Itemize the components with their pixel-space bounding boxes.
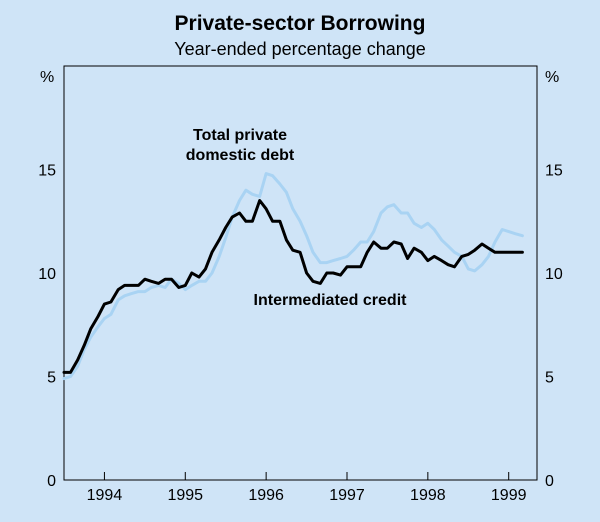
y-tick-label-right: 15	[545, 163, 563, 180]
annotation-intermediated-credit: Intermediated credit	[254, 292, 408, 309]
x-tick-label: 1997	[329, 487, 365, 504]
y-unit-left: %	[40, 69, 54, 86]
x-tick-label: 1995	[167, 487, 203, 504]
chart-subtitle: Year-ended percentage change	[174, 39, 426, 59]
y-tick-label-right: 10	[545, 266, 563, 283]
series-layer	[62, 172, 524, 381]
y-tick-label-left: 0	[47, 473, 56, 490]
plot-area	[63, 65, 538, 481]
y-tick-label-left: 15	[38, 163, 56, 180]
x-tick-label: 1999	[491, 487, 527, 504]
annotation-total-private-line-2: domestic debt	[186, 147, 295, 164]
x-axis: 1994 1995 1996 1997 1998 1999	[87, 472, 527, 504]
y-axis-left: 0 5 10 15	[38, 163, 70, 490]
y-tick-label-right: 5	[545, 370, 554, 387]
y-tick-label-left: 10	[38, 266, 56, 283]
x-tick-label: 1996	[248, 487, 284, 504]
y-tick-label-right: 0	[545, 473, 554, 490]
x-tick-label: 1998	[410, 487, 446, 504]
chart-title: Private-sector Borrowing	[175, 12, 426, 35]
y-unit-right: %	[545, 69, 559, 86]
series-line-intermediated-credit	[62, 199, 524, 374]
x-tick-label: 1994	[87, 487, 123, 504]
series-line-total-private-domestic-debt	[62, 172, 524, 381]
y-tick-label-left: 5	[47, 370, 56, 387]
annotation-total-private-line-1: Total private	[193, 127, 287, 144]
